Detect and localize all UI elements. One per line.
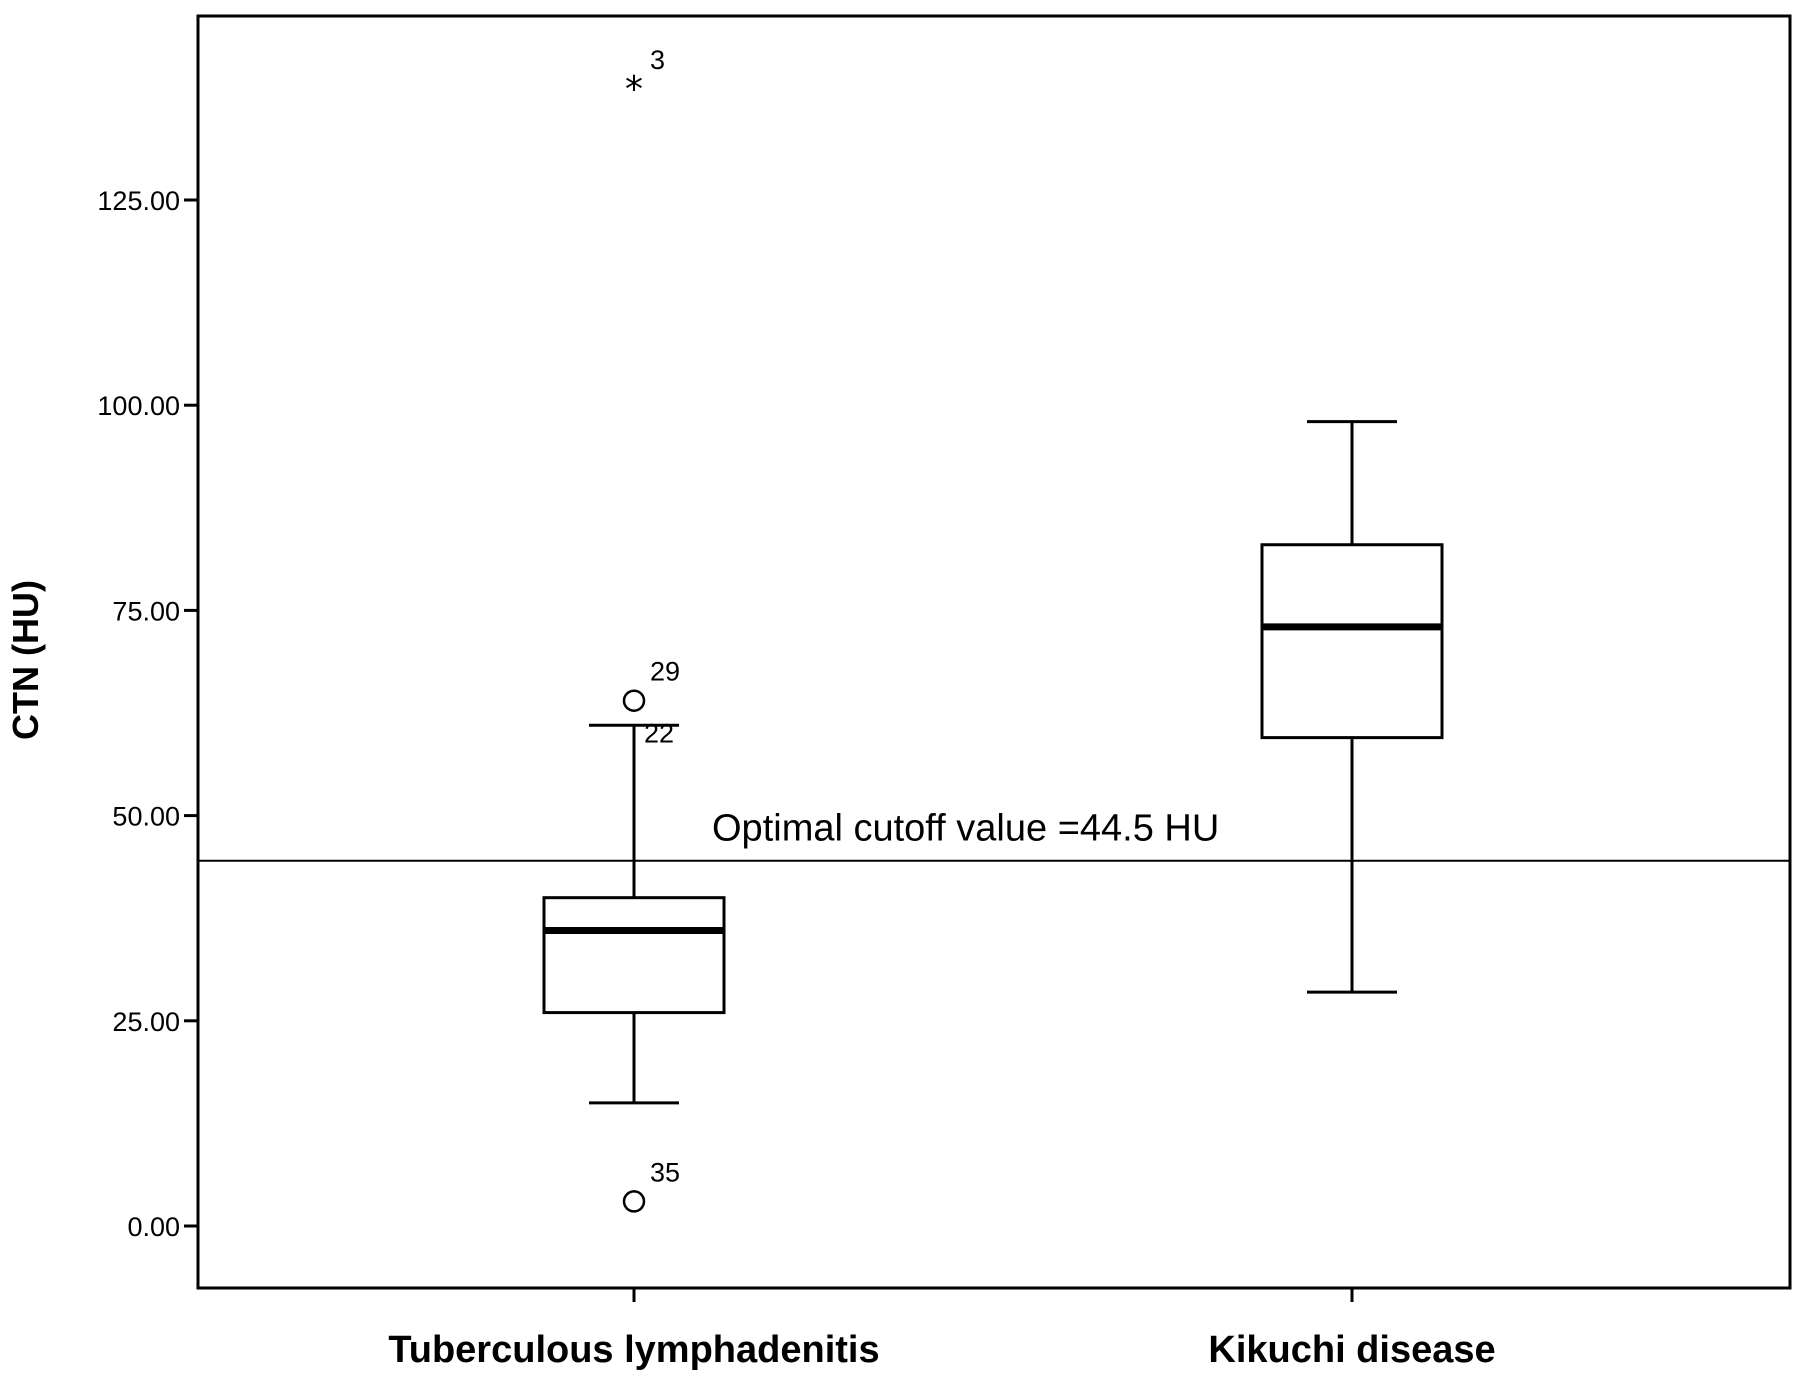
outlier-label: 22 bbox=[644, 718, 674, 748]
box-2 bbox=[1260, 420, 1444, 994]
y-axis-title: CTN (HU) bbox=[5, 580, 46, 740]
x-axis: Tuberculous lymphadenitis Kikuchi disease bbox=[388, 1288, 1496, 1371]
box-1: 29 22 35 *3 bbox=[542, 45, 726, 1213]
reference-line-group: Optimal cutoff value =44.5 HU bbox=[198, 808, 1790, 862]
x-category-label: Tuberculous lymphadenitis bbox=[388, 1329, 879, 1371]
outlier-label: 35 bbox=[650, 1157, 680, 1187]
extreme-point: * bbox=[625, 69, 643, 110]
y-axis: 0.00 25.00 50.00 75.00 100.00 125.00 bbox=[97, 186, 198, 1242]
y-tick-label: 75.00 bbox=[112, 596, 180, 626]
outlier-point bbox=[622, 689, 646, 712]
outlier-point bbox=[622, 1190, 646, 1213]
iqr-box bbox=[542, 896, 726, 1015]
y-tick-label: 100.00 bbox=[97, 391, 180, 421]
iqr-box bbox=[1260, 543, 1444, 740]
y-tick-label: 125.00 bbox=[97, 186, 180, 216]
boxes-group: 29 22 35 *3 bbox=[542, 45, 1444, 1213]
plot-frame bbox=[196, 14, 1792, 1290]
extreme-label: 3 bbox=[650, 45, 665, 75]
y-tick-label: 50.00 bbox=[112, 802, 180, 832]
outlier-label: 29 bbox=[650, 657, 680, 687]
y-tick-label: 25.00 bbox=[112, 1007, 180, 1037]
y-tick-label: 0.00 bbox=[127, 1212, 180, 1242]
x-category-label: Kikuchi disease bbox=[1208, 1329, 1495, 1371]
cutoff-label: Optimal cutoff value =44.5 HU bbox=[712, 808, 1219, 850]
